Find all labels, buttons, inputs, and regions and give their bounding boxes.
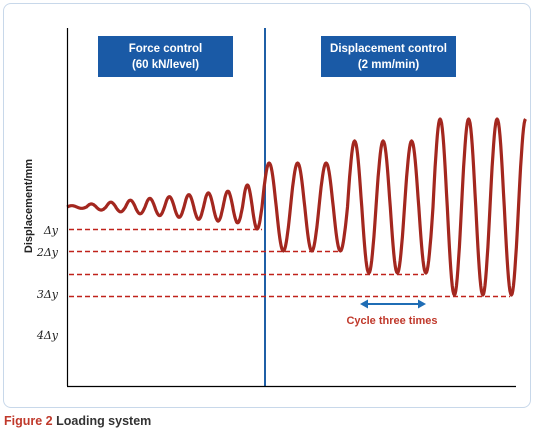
y-tick-label-1: Δy xyxy=(43,224,59,237)
figure-frame xyxy=(3,3,531,408)
y-axis-label: Displacement/mm xyxy=(23,159,35,253)
phase-force-sublabel: (60 kN/level) xyxy=(132,59,199,71)
phase-displacement-sublabel: (2 mm/min) xyxy=(358,59,420,71)
phase-box-displacement-control: Displacement control (2 mm/min) xyxy=(321,36,456,77)
loading-system-chart: Force control (60 kN/level) Displacement… xyxy=(23,28,527,388)
phase-force-label: Force control xyxy=(129,43,202,55)
loading-wave-line xyxy=(65,117,527,297)
y-tick-label-3: 3Δy xyxy=(37,288,59,301)
figure-caption: Figure 2 Loading system xyxy=(4,414,151,428)
reference-lines xyxy=(69,228,510,298)
cycle-three-times-arrow xyxy=(360,299,426,309)
figure-number: Figure 2 xyxy=(4,414,53,428)
y-tick-label-4: 4Δy xyxy=(36,329,59,342)
y-tick-label-2: 2Δy xyxy=(36,246,59,259)
figure-title: Loading system xyxy=(56,414,152,428)
phase-box-force-control: Force control (60 kN/level) xyxy=(98,36,233,77)
cycle-annotation-label: Cycle three times xyxy=(346,315,437,327)
phase-displacement-label: Displacement control xyxy=(330,43,447,55)
